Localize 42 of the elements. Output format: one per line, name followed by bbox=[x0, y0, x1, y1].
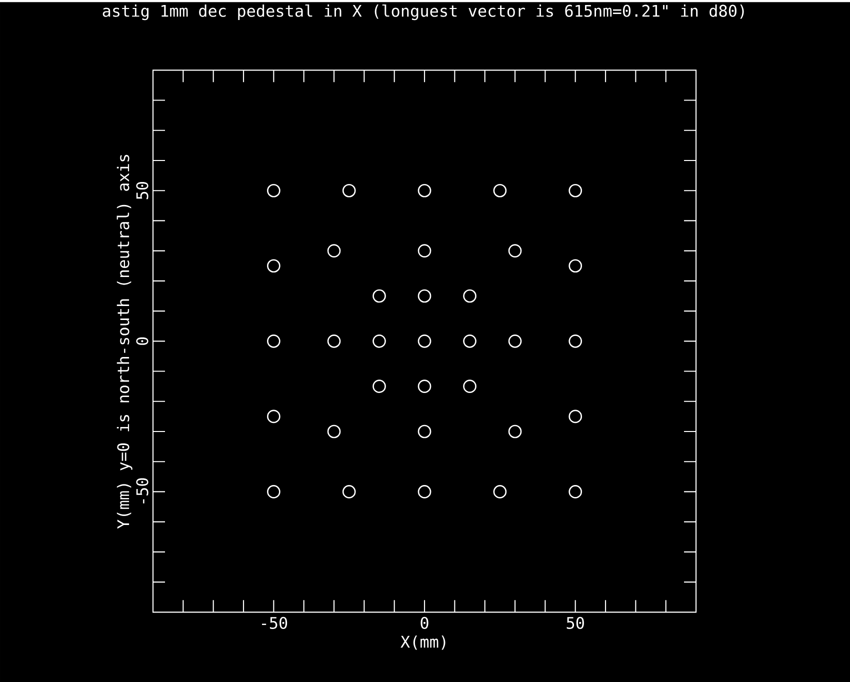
y-tick-label: -50 bbox=[136, 478, 148, 504]
point bbox=[493, 484, 507, 498]
point bbox=[267, 484, 280, 498]
x-tick-label: -50 bbox=[262, 616, 288, 629]
point bbox=[493, 184, 507, 198]
point bbox=[327, 334, 341, 348]
point bbox=[568, 259, 582, 272]
point bbox=[463, 289, 476, 303]
point bbox=[372, 289, 386, 303]
point bbox=[463, 334, 476, 348]
point bbox=[508, 424, 522, 438]
point bbox=[372, 334, 386, 348]
point bbox=[267, 334, 280, 348]
point bbox=[418, 244, 432, 258]
point bbox=[418, 424, 432, 438]
point bbox=[372, 380, 386, 393]
point bbox=[508, 244, 522, 258]
point bbox=[508, 334, 522, 348]
point bbox=[418, 484, 432, 498]
y-tick-label: 50 bbox=[136, 182, 148, 200]
x-tick-label: 0 bbox=[420, 616, 428, 629]
point bbox=[568, 484, 582, 498]
y-axis-title: Y(mm) y=0 is north-south (neutral) axis bbox=[116, 154, 132, 529]
point bbox=[342, 484, 356, 498]
point bbox=[568, 410, 582, 424]
point bbox=[327, 424, 341, 438]
x-axis-title: X(mm) bbox=[400, 635, 446, 650]
point bbox=[568, 184, 582, 198]
point bbox=[267, 410, 280, 424]
point bbox=[418, 334, 432, 348]
y-tick-label: 0 bbox=[136, 337, 148, 345]
x-tick-label: 50 bbox=[566, 616, 584, 629]
point bbox=[418, 380, 432, 393]
point bbox=[568, 334, 582, 348]
point bbox=[267, 259, 280, 272]
point bbox=[267, 184, 280, 198]
point bbox=[418, 289, 432, 303]
point bbox=[463, 380, 476, 393]
chart-title: astig 1mm dec pedestal in X (longuest vector is 615nm=0.21" in d80) bbox=[102, 4, 744, 20]
point bbox=[327, 244, 341, 258]
point bbox=[418, 184, 432, 198]
point bbox=[342, 184, 356, 198]
